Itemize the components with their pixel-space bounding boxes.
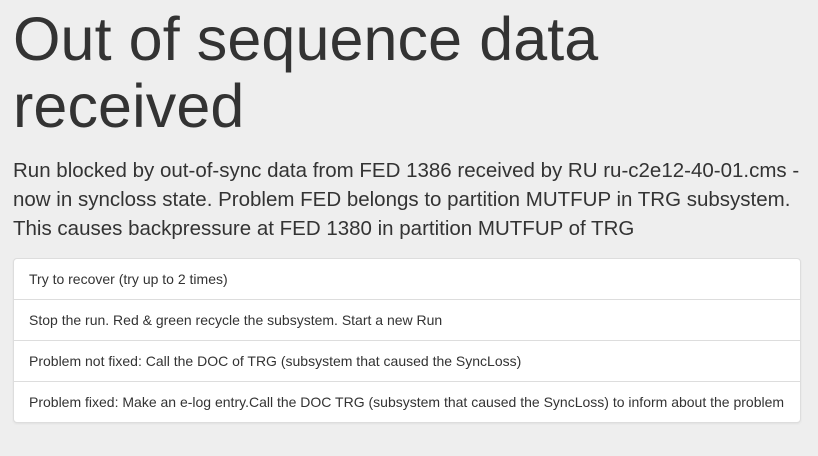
page-title: Out of sequence data received <box>13 5 599 140</box>
action-item-problem-not-fixed[interactable]: Problem not fixed: Call the DOC of TRG (… <box>14 340 800 381</box>
action-item-stop-run[interactable]: Stop the run. Red & green recycle the su… <box>14 299 800 340</box>
problem-description: Run blocked by out-of-sync data from FED… <box>13 159 800 240</box>
action-item-recover[interactable]: Try to recover (try up to 2 times) <box>29 271 228 287</box>
action-list: Try to recover (try up to 2 times) Stop … <box>13 258 801 423</box>
action-item-problem-fixed[interactable]: Problem fixed: Make an e-log entry.Call … <box>14 381 800 422</box>
